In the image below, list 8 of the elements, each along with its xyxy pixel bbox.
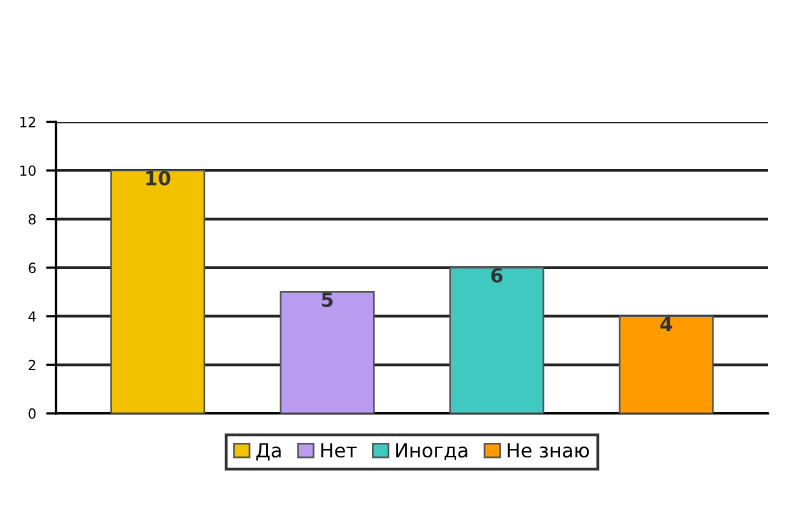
data-label: 10	[146, 170, 171, 186]
data-label: 5	[321, 292, 333, 307]
data-label: 4	[660, 316, 673, 332]
legend-label: Нет	[321, 443, 357, 458]
legend-label: Да	[256, 443, 281, 461]
legend-label: Не знаю	[507, 443, 589, 458]
legend-label: Иногда	[396, 443, 468, 461]
data-label: 6	[491, 268, 503, 283]
